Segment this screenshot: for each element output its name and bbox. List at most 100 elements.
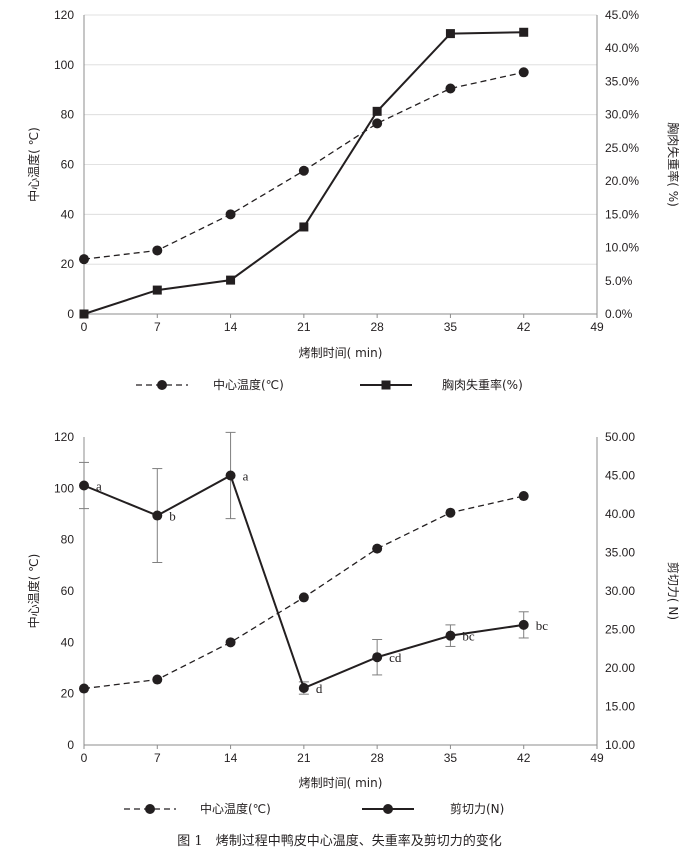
significance-label: a: [243, 469, 249, 484]
x-tick-label: 7: [154, 320, 161, 334]
y-right-tick-label: 35.00: [605, 546, 635, 560]
y-left-tick-label: 0: [67, 738, 74, 752]
legend-label: 中心温度(℃): [213, 377, 284, 392]
y-right-tick-label: 40.0%: [605, 41, 639, 55]
significance-label: bc: [536, 618, 549, 633]
y-left-tick-label: 60: [61, 158, 75, 172]
y-left-tick-label: 80: [61, 533, 75, 547]
x-tick-label: 7: [154, 751, 161, 765]
y-left-tick-label: 80: [61, 108, 75, 122]
y-left-axis-title: 中心温度( ℃): [26, 554, 41, 629]
data-point: [79, 683, 89, 694]
x-tick-label: 14: [224, 751, 238, 765]
y-right-tick-label: 50.00: [605, 430, 635, 444]
data-point: [518, 67, 529, 78]
x-tick-label: 35: [444, 320, 458, 334]
data-point: [445, 507, 456, 518]
y-right-tick-label: 30.0%: [605, 108, 639, 122]
data-point: [152, 510, 163, 521]
y-right-tick-label: 30.00: [605, 584, 635, 598]
legend-marker: [157, 380, 167, 390]
y-left-tick-label: 100: [54, 481, 74, 495]
legend-marker: [381, 380, 391, 390]
y-left-tick-label: 100: [54, 58, 74, 72]
y-right-tick-label: 10.0%: [605, 241, 639, 255]
data-point: [445, 29, 455, 39]
y-left-tick-label: 40: [61, 635, 75, 649]
data-point: [299, 222, 309, 232]
y-right-tick-label: 45.0%: [605, 8, 639, 22]
x-tick-label: 49: [590, 320, 604, 334]
data-point: [298, 683, 309, 694]
y-right-tick-label: 35.0%: [605, 74, 639, 88]
x-axis-title: 烤制时间( min): [299, 345, 383, 360]
y-right-tick-label: 15.00: [605, 700, 635, 714]
x-axis-title: 烤制时间( min): [299, 775, 383, 790]
y-right-tick-label: 25.0%: [605, 141, 639, 155]
y-left-tick-label: 60: [61, 584, 75, 598]
y-right-tick-label: 5.0%: [605, 274, 633, 288]
data-point: [226, 275, 236, 285]
x-tick-label: 49: [590, 751, 604, 765]
y-right-tick-label: 45.00: [605, 469, 635, 483]
data-point: [372, 652, 383, 663]
data-point: [445, 83, 456, 94]
legend-marker: [145, 804, 155, 814]
significance-label: d: [316, 681, 323, 696]
legend-label: 剪切力(N): [450, 801, 504, 816]
y-left-tick-label: 0: [67, 307, 74, 321]
data-point: [225, 470, 236, 481]
y-right-tick-label: 15.0%: [605, 207, 639, 221]
data-point: [518, 491, 529, 502]
x-tick-label: 0: [81, 751, 88, 765]
y-right-tick-label: 20.00: [605, 661, 635, 675]
y-right-axis-title: 剪切力( N): [666, 562, 679, 620]
data-point: [518, 619, 529, 630]
chart-weight-loss: 0 7 14 21 28 35 42 49 0 20 40 60 80 100 120 0.0% 5.0% 10.…: [26, 8, 679, 392]
legend-label: 中心温度(℃): [200, 801, 271, 816]
data-point: [225, 209, 236, 220]
y-right-tick-label: 0.0%: [605, 307, 633, 321]
y-left-tick-label: 120: [54, 430, 74, 444]
x-tick-label: 42: [517, 751, 531, 765]
series-line: [83, 495, 524, 690]
x-tick-label: 0: [81, 320, 88, 334]
significance-label: b: [169, 509, 176, 524]
data-point: [79, 254, 89, 265]
y-left-tick-label: 20: [61, 257, 75, 271]
data-point: [372, 106, 382, 116]
y-right-tick-label: 25.00: [605, 623, 635, 637]
legend-label: 胸肉失重率(%): [442, 377, 523, 392]
data-point: [372, 543, 383, 554]
y-left-axis-title: 中心温度( ℃): [26, 127, 41, 202]
y-right-tick-label: 40.00: [605, 507, 635, 521]
x-tick-label: 21: [297, 751, 311, 765]
significance-label: cd: [389, 650, 402, 665]
y-left-tick-label: 20: [61, 687, 75, 701]
data-point: [225, 637, 236, 648]
data-point: [445, 630, 456, 641]
chart-shear-force: 0 7 14 21 28 35 42 49 0 20 40 60 80 100 120 10.00 15.00 2…: [26, 430, 679, 816]
data-point: [79, 309, 89, 319]
data-point: [298, 165, 309, 176]
data-point: [152, 245, 163, 256]
x-tick-label: 35: [444, 751, 458, 765]
significance-label: a: [96, 479, 102, 494]
data-point: [152, 285, 162, 295]
y-left-tick-label: 40: [61, 207, 75, 221]
figure-caption: 图 1 烤制过程中鸭皮中心温度、失重率及剪切力的变化: [177, 833, 501, 849]
data-point: [298, 592, 309, 603]
data-point: [152, 674, 163, 685]
x-tick-label: 14: [224, 320, 238, 334]
significance-label: bc: [462, 629, 475, 644]
x-tick-label: 21: [297, 320, 311, 334]
data-point: [79, 480, 89, 491]
y-left-tick-label: 120: [54, 8, 74, 22]
y-right-tick-label: 10.00: [605, 738, 635, 752]
legend-marker: [383, 804, 393, 814]
x-tick-label: 28: [370, 320, 384, 334]
y-right-tick-label: 20.0%: [605, 174, 639, 188]
x-tick-label: 28: [370, 751, 384, 765]
data-point: [372, 118, 383, 129]
